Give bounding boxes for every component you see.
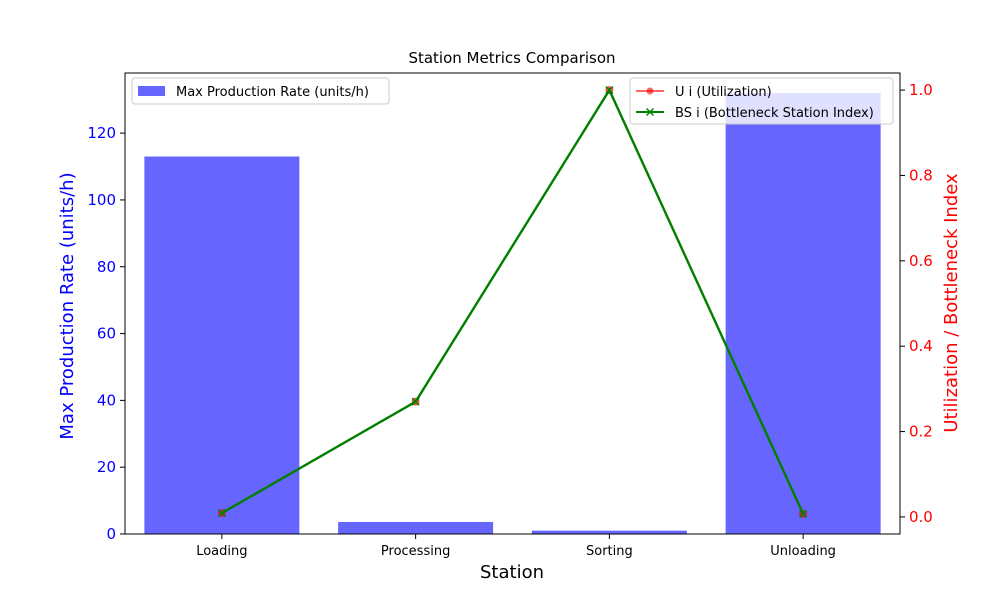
y-tick-label-right: 0.4 [909,337,933,355]
legend-marker-x [645,107,655,117]
x-tick-label-loading: Loading [196,544,247,559]
x-marker-stroke [605,86,614,95]
y-axis-label-left: Max Production Rate (units/h) [57,172,78,439]
legend-right: U i (Utilization) BS i (Bottleneck Statio… [629,77,894,125]
legend-label-bar: Max Production Rate (units/h) [176,85,369,100]
legend-marker-circle [646,87,654,95]
x-marker-stroke [411,397,420,406]
y-tick-label-right: 0.2 [909,423,933,441]
y-tick-label-right: 0.6 [909,252,933,270]
x-axis-label: Station [480,562,544,583]
y-tick-label-left: 40 [97,391,116,409]
x-tick-label-unloading: Unloading [770,544,836,559]
legend-box [131,77,390,105]
y-tick-label-right: 0.8 [909,166,933,184]
y-tick-label-right: 1.0 [909,81,933,99]
x-marker-stroke [217,509,226,518]
y-tick-label-left: 100 [87,191,116,209]
y-tick-label-left: 60 [97,325,116,343]
legend-left: Max Production Rate (units/h) [131,77,390,105]
legend-swatch-bar [138,86,165,96]
x-marker-stroke [799,509,808,518]
legend-label-utilization: U i (Utilization) [675,85,772,100]
bottleneck-index-line [221,87,805,515]
y-tick-label-left: 20 [97,458,116,476]
plot-frame [124,72,901,535]
bottleneck-index-point [217,509,226,518]
y-tick-label-left: 0 [106,525,116,543]
legend-box [629,77,894,125]
bar-sorting [531,530,687,534]
bar-loading [144,156,300,534]
x-tick-label-processing: Processing [381,544,450,559]
y-tick-label-left: 120 [87,124,116,142]
bottleneck-index-point [411,397,420,406]
bar-processing [338,521,494,534]
bottleneck-index-point [799,509,808,518]
utilization-line [221,87,805,515]
chart-title: Station Metrics Comparison [408,49,615,67]
y-tick-label-right: 0.0 [909,508,933,526]
y-tick-label-left: 80 [97,258,116,276]
legend-label-bottleneck: BS i (Bottleneck Station Index) [675,106,874,121]
y-axis-label-right: Utilization / Bottleneck Index [941,173,962,433]
bottleneck-index-point [605,86,614,95]
x-tick-label-sorting: Sorting [586,544,633,559]
bar-unloading [725,93,881,534]
plot-area: 0 20 40 60 80 100 120 0.0 0.2 0.4 0.6 0.8 1.0 Loading… [87,72,933,559]
